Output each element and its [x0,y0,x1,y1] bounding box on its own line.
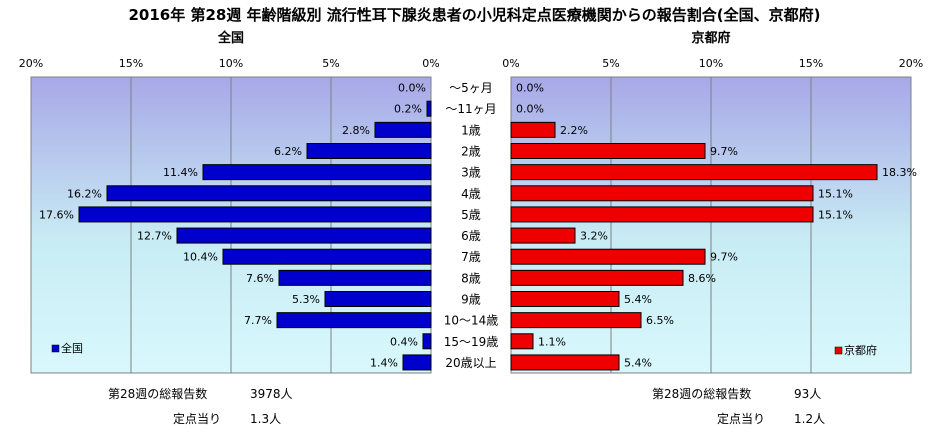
category-label: 7歳 [461,250,481,264]
left-bar-value-label: 16.2% [67,187,102,200]
category-label: ～5ヶ月 [449,81,493,95]
chart-title: 2016年 第28週 年齢階級別 流行性耳下腺炎患者の小児科定点医療機関からの報… [128,6,820,24]
left-x-tick-label: 15% [119,57,143,70]
right-bar-value-label: 1.1% [538,335,566,348]
footer-left-per-label: 定点当り [173,411,221,426]
left-bar-value-label: 12.7% [137,230,172,243]
category-label: ～11ヶ月 [445,102,496,116]
left-bar [402,354,432,371]
category-label: 3歳 [461,166,481,180]
left-bar [306,143,432,159]
left-bar [78,206,432,223]
right-bar-value-label: 15.1% [818,208,853,221]
left-bar-value-label: 1.4% [370,356,398,369]
right-bar-value-label: 15.1% [818,187,853,200]
left-bar-value-label: 11.4% [163,166,198,179]
legend-swatch-right [834,346,843,355]
left-x-tick-label: 5% [322,57,339,70]
left-bar [324,291,432,307]
right-panel-title: 京都府 [691,30,730,46]
left-bar [106,185,432,202]
left-bar-value-label: 6.2% [274,145,302,158]
left-bar [202,164,432,181]
legend-label-right: 京都府 [844,343,877,357]
right-x-tick-label: 15% [799,57,823,70]
right-bar [510,269,684,286]
left-bar [176,227,432,244]
left-bar [422,333,432,350]
right-bar [510,121,556,138]
left-bar-value-label: 10.4% [183,251,218,264]
right-bar-value-label: 9.7% [710,251,738,264]
right-bar [510,333,534,350]
right-bar-value-label: 8.6% [688,272,716,285]
left-bar-value-label: 0.0% [398,82,426,95]
right-bar [510,354,620,371]
left-bar [374,121,432,138]
left-bar-value-label: 5.3% [292,293,320,306]
right-bar-value-label: 18.3% [882,166,917,179]
category-label: 15～19歳 [444,335,499,349]
right-bar-value-label: 2.2% [560,124,588,137]
right-x-tick-label: 10% [699,57,723,70]
right-bar [510,143,706,159]
category-label: 5歳 [461,208,481,222]
right-bar-value-label: 3.2% [580,230,608,243]
category-label: 9歳 [461,293,481,307]
left-bar [426,100,432,117]
right-bar [510,164,878,181]
left-bar-value-label: 2.8% [342,124,370,137]
footer-right: 第28週の総報告数 93人 定点当り 1.2人 [652,386,825,426]
category-label: 6歳 [461,229,481,243]
category-label: 8歳 [461,271,481,285]
right-bar [510,227,576,244]
category-label: 1歳 [461,123,481,137]
footer-right-total-label: 第28週の総報告数 [652,386,751,401]
left-x-tick-label: 0% [422,57,439,70]
footer-left-total-value: 3978人 [250,387,293,401]
right-bar-value-label: 5.4% [624,293,652,306]
category-label: 4歳 [461,187,481,201]
left-x-tick-label: 10% [219,57,243,70]
right-bar [510,185,814,202]
right-bar-value-label: 0.0% [516,103,544,116]
left-bar [278,269,432,286]
right-bar-value-label: 6.5% [646,314,674,327]
left-bar [276,312,432,329]
right-x-tick-label: 0% [502,57,519,70]
left-bar-value-label: 0.2% [394,103,422,116]
category-label: 10～14歳 [444,314,499,328]
right-bar-value-label: 0.0% [516,82,544,95]
right-bar-value-label: 5.4% [624,356,652,369]
footer-right-total-value: 93人 [794,387,821,401]
legend-swatch-left [51,344,60,353]
right-x-tick-label: 20% [899,57,923,70]
right-x-tick-label: 5% [602,57,619,70]
right-bar [510,248,706,265]
footer-right-per-label: 定点当り [717,411,765,426]
right-bar-value-label: 9.7% [710,145,738,158]
left-bar-value-label: 0.4% [390,335,418,348]
footer-left-per-value: 1.3人 [250,412,281,426]
left-panel-title: 全国 [217,30,244,46]
left-bar-value-label: 17.6% [39,208,74,221]
category-label: 20歳以上 [445,356,496,370]
footer-right-per-value: 1.2人 [794,412,825,426]
right-bar [510,206,814,223]
category-label: 2歳 [461,145,481,159]
left-bar [222,248,432,265]
left-bar-value-label: 7.6% [246,272,274,285]
legend-label-left: 全国 [61,341,83,355]
right-bar [510,312,642,329]
right-bar [510,291,620,307]
left-bar-value-label: 7.7% [244,314,272,327]
footer-left: 第28週の総報告数 3978人 定点当り 1.3人 [108,386,293,426]
footer-left-total-label: 第28週の総報告数 [108,386,207,401]
left-x-tick-label: 20% [19,57,43,70]
